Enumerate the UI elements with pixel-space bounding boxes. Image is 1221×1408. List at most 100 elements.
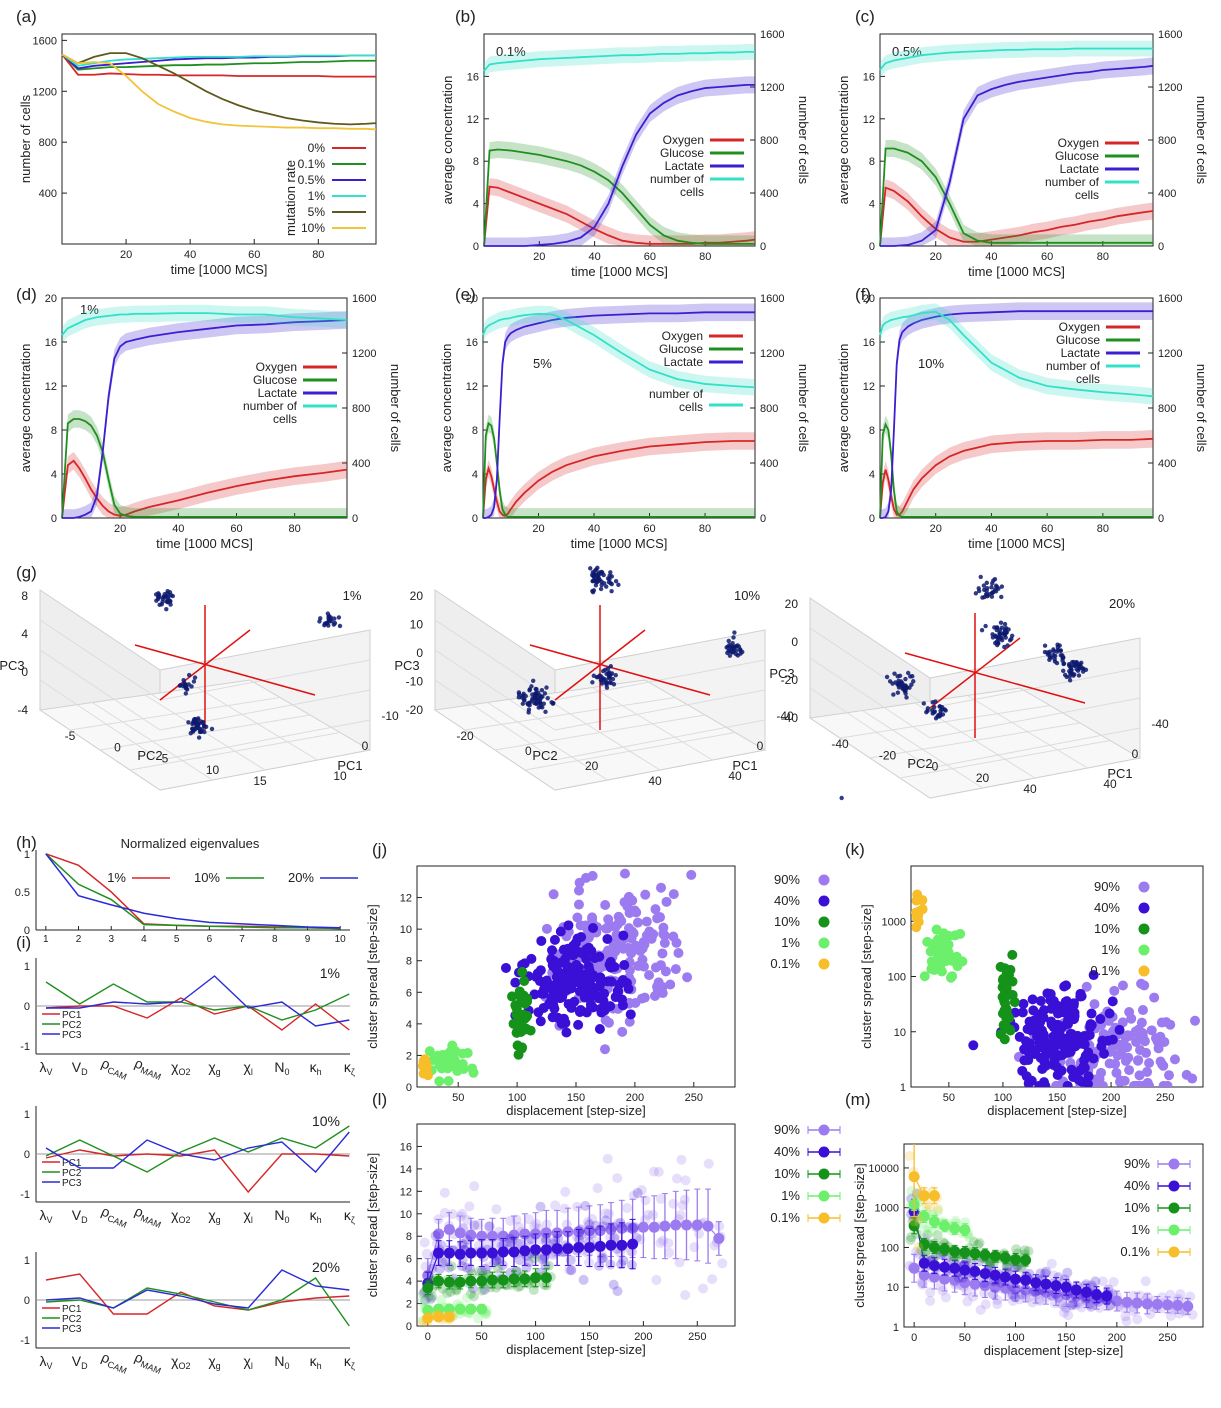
y-tick-label: -1 [20,1189,30,1201]
background-point [922,1229,933,1240]
pc-axis [554,629,646,701]
background-point [436,1295,447,1306]
background-point [465,1289,476,1300]
y2-tick-label: 1600 [1158,29,1182,41]
background-point [464,1263,475,1274]
y-axis-label: average concentration [836,344,851,473]
pca-point [733,652,739,657]
x-tick-label: 150 [580,1331,598,1343]
panel-label: (c) [855,7,875,26]
axis-label: PC1 [337,758,362,773]
pc2-tick-label: 15 [253,774,267,788]
z-tick-label: 0 [21,665,28,679]
scatter-point [1047,1039,1058,1050]
mean-point [1009,1283,1021,1295]
pca-point [544,685,549,690]
pca-point [545,695,550,701]
pca-point [1060,653,1065,658]
x-tick-label: 80 [699,523,711,535]
y-tick-label: 0 [24,925,30,937]
scatter-point [1073,1074,1084,1085]
pc-axis [929,637,1021,709]
background-point [535,1201,546,1212]
pca-point [318,616,323,621]
pca-point [1069,667,1074,673]
pca-point [891,692,896,697]
background-point [932,1230,943,1241]
x-tick-label: 10 [335,934,347,945]
background-point [626,1259,637,1270]
y2-tick-label: 0 [760,513,766,525]
x-tick-label: 250 [685,1092,703,1104]
series-line [62,319,348,519]
legend-label: Lactate [664,355,704,369]
pca-point [996,641,1001,646]
background-point [703,1158,714,1169]
y2-tick-label: 1200 [1158,82,1182,94]
mean-point [1080,1286,1092,1298]
legend-label: Glucose [660,146,704,160]
pca-point [731,645,737,650]
pca-point [516,692,522,697]
scatter-point [1117,1017,1128,1028]
category-label: VD [72,1059,88,1077]
legend-marker [1168,1180,1180,1192]
axis-label: PC3 [394,658,419,673]
legend-label: number of [649,387,704,401]
background-point [632,1188,643,1199]
scatter-point [624,1016,635,1027]
pca-point [931,710,937,715]
background-point [483,1261,494,1272]
scatter-point [599,1044,610,1055]
background-point [600,1208,611,1219]
pca-point [157,594,162,600]
background-point [1165,1310,1176,1321]
y-tick-label: 4 [473,199,479,211]
x-tick-label: 100 [508,1092,526,1104]
pc-axis [529,644,711,696]
points [904,1144,1198,1327]
scatter-point [1028,1005,1039,1016]
x-tick-label: 60 [1041,251,1053,263]
pca-point [326,614,331,619]
mean-point [486,1247,498,1259]
pca-point [1042,649,1048,655]
x-tick-label: 0 [425,1331,431,1343]
background-point [926,1226,937,1237]
pca-point [910,674,915,679]
mean-point [486,1230,498,1242]
pca-point [998,620,1004,625]
pca-point [604,685,610,690]
pca-point [1075,663,1081,668]
panel-a: 20 40 60 80 400 800 1200 1600 time [1000 MCS] num… [18,33,377,277]
series-band [880,415,1153,518]
pca-point [911,679,916,684]
x-tick-label: 200 [626,1092,644,1104]
scatter-point [577,983,588,994]
background-point [679,1194,690,1205]
y-tick-label: 4 [406,1019,412,1031]
pca-point [903,676,908,682]
background-point [598,1221,609,1232]
x-tick-label: 80 [289,523,301,535]
scatter-point [1169,1054,1180,1065]
background-point [1132,1314,1143,1325]
pca-point [1061,668,1066,674]
scatter-point [500,962,511,973]
pca-point [188,730,193,736]
y2-tick-label: 800 [1158,403,1176,415]
panel-label: (f) [855,285,871,304]
y-tick-label: 12 [467,114,479,126]
scatter-point [1007,989,1018,1000]
scatter-point [1162,1080,1173,1087]
background-point [484,1221,495,1232]
x-tick-label: 9 [305,934,311,945]
scatter-point [1146,1025,1157,1036]
rate-annotation: 1% [343,588,362,603]
mean-point [519,1273,531,1285]
background-point [616,1259,627,1270]
legend-marker [1168,1246,1180,1258]
scatter-point [1088,1053,1099,1064]
background-point [417,1296,428,1307]
background-point [566,1265,577,1276]
